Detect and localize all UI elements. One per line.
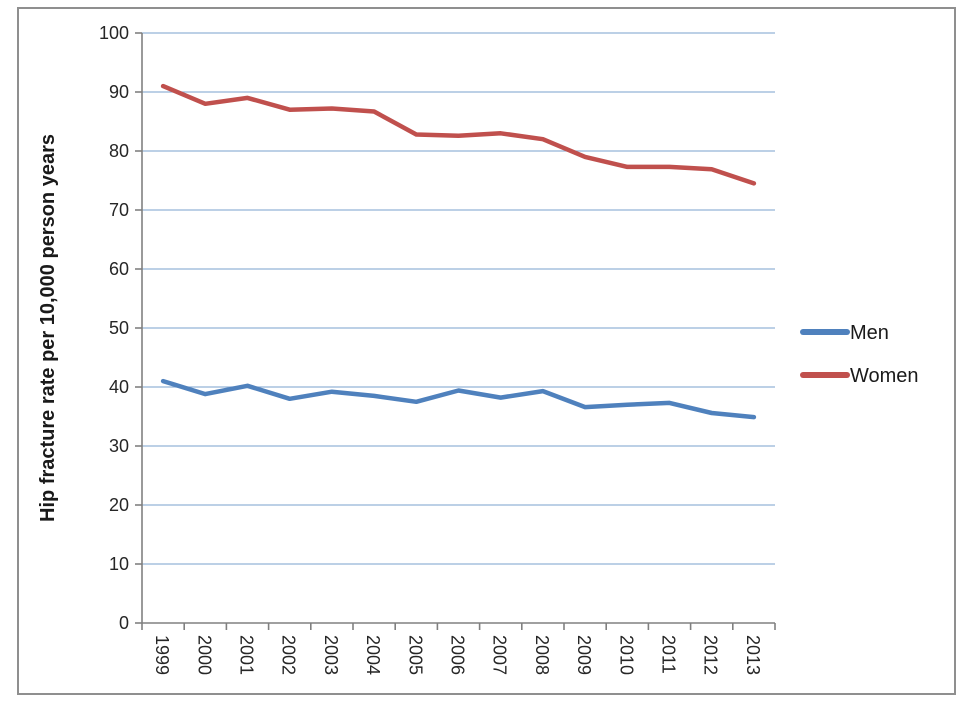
x-tick-label-2012: 2012: [701, 635, 721, 675]
x-tick-label-2001: 2001: [237, 635, 257, 675]
figure-frame: 0 10 20 30 40 50 60 70 80 90 100 1999 2000 2001 2002 20…: [17, 7, 956, 695]
y-tick-label-80: 80: [109, 141, 129, 161]
y-tick-label-30: 30: [109, 436, 129, 456]
y-tick-label-50: 50: [109, 318, 129, 338]
y-tick-label-100: 100: [99, 23, 129, 43]
x-tick-label-2000: 2000: [194, 635, 214, 675]
x-tick-label-2011: 2011: [659, 635, 679, 674]
x-tick-label-2013: 2013: [743, 635, 763, 675]
x-tick-label-2010: 2010: [616, 635, 636, 675]
hip-fracture-line-chart: 0 10 20 30 40 50 60 70 80 90 100 1999 2000 2001 2002 20…: [37, 23, 919, 675]
y-tick-label-40: 40: [109, 377, 129, 397]
x-tick-label-2007: 2007: [490, 635, 510, 675]
y-axis-title: Hip fracture rate per 10,000 person year…: [37, 134, 59, 522]
y-tick-label-60: 60: [109, 259, 129, 279]
women-series-line: [160, 83, 757, 186]
x-tick-label-2002: 2002: [279, 635, 299, 675]
x-tick-label-2008: 2008: [532, 635, 552, 675]
y-tick-label-0: 0: [119, 613, 129, 633]
x-tick-label-1999: 1999: [152, 635, 172, 675]
legend-label-men: Men: [850, 322, 889, 344]
men-series-line: [160, 378, 757, 420]
x-tick-label-2005: 2005: [405, 635, 425, 675]
x-tick-label-2006: 2006: [448, 635, 468, 675]
y-tick-label-90: 90: [109, 82, 129, 102]
x-tick-label-2003: 2003: [321, 635, 341, 675]
y-tick-label-20: 20: [109, 495, 129, 515]
x-tick-label-2004: 2004: [363, 635, 383, 675]
y-tick-label-70: 70: [109, 200, 129, 220]
y-tick-label-10: 10: [109, 554, 129, 574]
x-tick-label-2009: 2009: [574, 635, 594, 675]
legend-label-women: Women: [850, 365, 919, 387]
